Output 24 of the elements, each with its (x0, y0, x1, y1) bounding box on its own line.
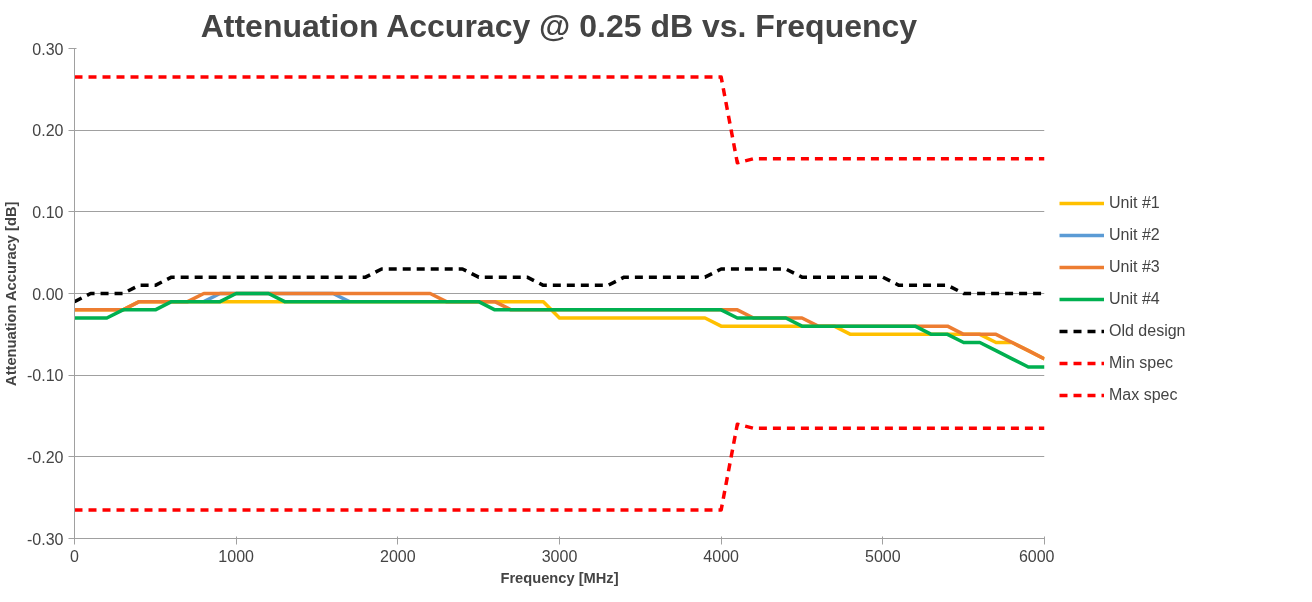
legend-label: Max spec (1109, 386, 1178, 404)
chart-title: Attenuation Accuracy @ 0.25 dB vs. Frequency (200, 7, 918, 44)
y-tick-label: -0.20 (27, 448, 64, 466)
legend-label: Unit #3 (1109, 258, 1160, 276)
x-axis-title: Frequency [MHz] (500, 569, 619, 586)
y-tick-label: 0.10 (32, 203, 64, 221)
legend-label: Old design (1109, 322, 1186, 340)
y-tick-label: 0.00 (32, 285, 64, 303)
x-tick-label: 3000 (541, 547, 578, 565)
x-tick-label: 1000 (218, 547, 255, 565)
y-tick-label: 0.20 (32, 122, 64, 140)
legend-label: Unit #2 (1109, 226, 1160, 244)
y-tick-label: 0.30 (32, 40, 64, 58)
x-tick-label: 5000 (865, 547, 901, 565)
y-tick-label: -0.10 (27, 367, 64, 385)
x-tick-label: 6000 (1018, 547, 1055, 565)
x-tick-label: 0 (70, 547, 80, 565)
legend-label: Unit #4 (1109, 290, 1160, 308)
x-tick-label: 2000 (380, 547, 416, 565)
y-axis-title: Attenuation Accuracy [dB] (3, 201, 20, 386)
y-tick-label: -0.30 (27, 530, 64, 548)
legend-label: Unit #1 (1109, 194, 1160, 212)
x-tick-label: 4000 (703, 547, 740, 565)
legend-label: Min spec (1109, 354, 1174, 372)
